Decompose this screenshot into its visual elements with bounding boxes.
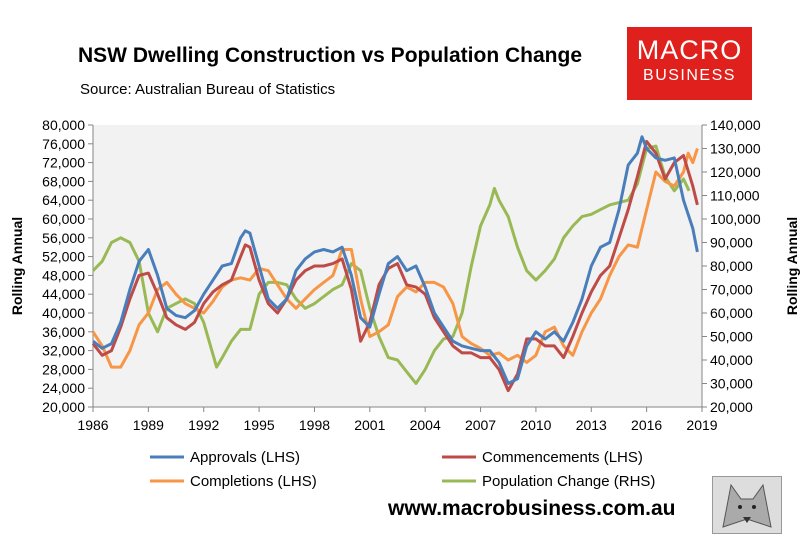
x-tick-label: 2004 xyxy=(410,417,441,433)
y-tick-label: 24,000 xyxy=(42,380,85,396)
y-tick-label: 36,000 xyxy=(42,324,85,340)
x-tick-label: 2016 xyxy=(631,417,662,433)
y-tick-label: 64,000 xyxy=(42,192,85,208)
y-tick-label: 80,000 xyxy=(42,117,85,133)
y-tick-label: 56,000 xyxy=(42,230,85,246)
y2-tick-label: 70,000 xyxy=(710,282,753,298)
series-line-approvals xyxy=(92,135,699,385)
x-tick-label: 2013 xyxy=(576,417,607,433)
logo-line1: MACRO xyxy=(636,35,743,65)
x-tick-label: 1992 xyxy=(188,417,219,433)
y-tick-label: 68,000 xyxy=(42,173,85,189)
x-tick-label: 1986 xyxy=(77,417,108,433)
y2-axis-title: Rolling Annual xyxy=(784,217,800,315)
series-line-commencements xyxy=(91,139,699,393)
y-tick-label: 72,000 xyxy=(42,155,85,171)
x-tick-label: 2019 xyxy=(686,417,717,433)
x-tick-label: 2010 xyxy=(520,417,551,433)
chart-source: Source: Australian Bureau of Statistics xyxy=(80,81,336,98)
y2-tick-label: 110,000 xyxy=(710,188,760,204)
legend-label-commencements: Commencements (LHS) xyxy=(482,449,643,466)
y2-tick-label: 120,000 xyxy=(710,164,761,180)
y-tick-label: 48,000 xyxy=(42,267,85,283)
y-tick-label: 44,000 xyxy=(42,286,85,302)
y-tick-label: 52,000 xyxy=(42,249,85,265)
y2-tick-label: 90,000 xyxy=(710,235,753,251)
y2-tick-label: 50,000 xyxy=(710,329,753,345)
y2-tick-label: 60,000 xyxy=(710,305,753,321)
series-line-population xyxy=(91,144,691,385)
y-tick-label: 20,000 xyxy=(42,399,85,415)
x-tick-label: 1998 xyxy=(299,417,330,433)
y2-tick-label: 30,000 xyxy=(710,376,753,392)
x-tick-label: 1995 xyxy=(244,417,275,433)
y-tick-label: 40,000 xyxy=(42,305,85,321)
chart-title: NSW Dwelling Construction vs Population … xyxy=(78,44,583,67)
y-axis-title: Rolling Annual xyxy=(9,217,25,315)
logo-line2: BUSINESS xyxy=(643,67,736,84)
y2-tick-label: 80,000 xyxy=(710,258,753,274)
y-tick-label: 32,000 xyxy=(42,343,85,359)
y2-tick-label: 20,000 xyxy=(710,399,753,415)
wolf-logo-image xyxy=(712,476,782,534)
website-link[interactable]: www.macrobusiness.com.au xyxy=(388,497,676,520)
legend-label-population: Population Change (RHS) xyxy=(482,473,655,490)
y2-tick-label: 100,000 xyxy=(710,211,761,227)
y-tick-label: 28,000 xyxy=(42,361,85,377)
x-tick-label: 2007 xyxy=(465,417,496,433)
y-tick-label: 60,000 xyxy=(42,211,85,227)
y-tick-label: 76,000 xyxy=(42,136,85,152)
y2-tick-label: 140,000 xyxy=(710,117,761,133)
x-tick-label: 1989 xyxy=(133,417,164,433)
legend-label-completions: Completions (LHS) xyxy=(190,473,317,490)
y2-tick-label: 40,000 xyxy=(710,352,753,368)
y2-tick-label: 130,000 xyxy=(710,141,761,157)
macrobusiness-logo: MACRO BUSINESS xyxy=(627,27,752,100)
legend-label-approvals: Approvals (LHS) xyxy=(190,449,300,466)
x-tick-label: 2001 xyxy=(354,417,385,433)
